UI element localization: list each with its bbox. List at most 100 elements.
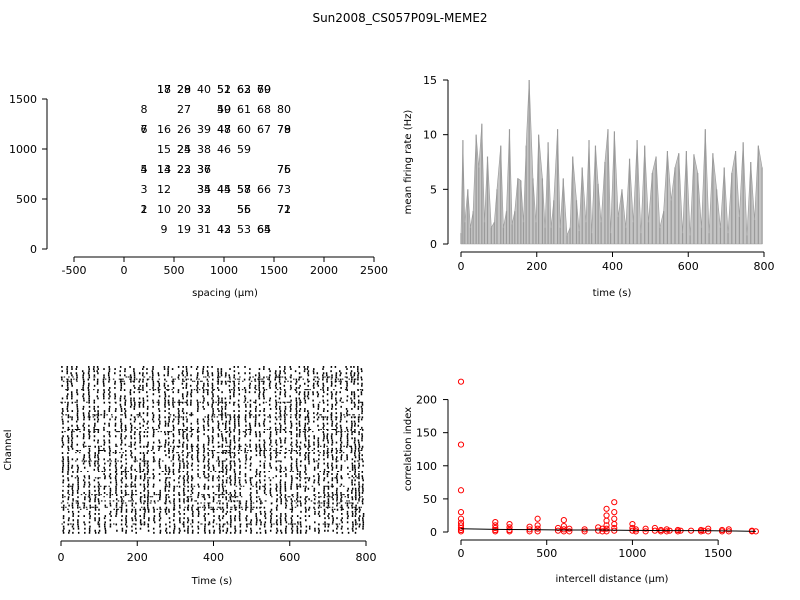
electrode-label: 43 bbox=[217, 223, 231, 236]
y-tick-label: 1500 bbox=[9, 93, 37, 106]
data-point bbox=[611, 499, 618, 506]
data-point bbox=[657, 528, 664, 535]
electrode-label: 27 bbox=[177, 103, 191, 116]
firing-rate-panel: time (s) mean firing rate (Hz) 0 200 400 60… bbox=[403, 74, 775, 299]
electrode-label: 35 bbox=[197, 183, 211, 196]
y-tick-label: 500 bbox=[16, 193, 37, 206]
electrode-label: 6 bbox=[141, 123, 148, 136]
electrode-label: 3 bbox=[141, 183, 148, 196]
x-tick-label: 400 bbox=[203, 551, 224, 564]
data-point bbox=[506, 528, 513, 535]
y-tick-label: 1000 bbox=[9, 143, 37, 156]
data-point bbox=[554, 527, 562, 534]
electrode-label: 17 bbox=[157, 83, 171, 96]
y-tick-label: 0 bbox=[30, 243, 37, 256]
electrode-label: 57 bbox=[237, 183, 251, 196]
data-point bbox=[554, 524, 562, 532]
electrode-label: 20 bbox=[177, 203, 191, 216]
x-tick-label: 800 bbox=[754, 260, 775, 273]
y-tick-label: 15 bbox=[423, 74, 437, 87]
electrode-label: 33 bbox=[197, 203, 211, 216]
y-tick-label: 0 bbox=[430, 526, 437, 539]
electrode-label: 42 bbox=[217, 223, 231, 236]
data-point bbox=[457, 522, 465, 529]
electrode-label: 51 bbox=[217, 83, 231, 96]
electrode-layout-panel: spacing (µm) -500 0 500 1000 1500 2000 2500050… bbox=[9, 83, 388, 299]
data-point bbox=[526, 528, 533, 535]
electrode-label: 71 bbox=[277, 203, 291, 216]
electrode-label: 47 bbox=[217, 123, 231, 136]
data-point bbox=[611, 509, 618, 516]
electrode-label: 52 bbox=[217, 83, 231, 96]
electrode-label: 50 bbox=[217, 103, 231, 116]
data-point bbox=[632, 526, 639, 533]
y-axis-label: mean firing rate (Hz) bbox=[403, 110, 414, 215]
data-point bbox=[611, 515, 618, 522]
data-point bbox=[566, 528, 573, 535]
electrode-label: 32 bbox=[197, 203, 211, 216]
data-point bbox=[629, 520, 636, 528]
electrode-label: 73 bbox=[277, 183, 291, 196]
electrode-label: 68 bbox=[257, 103, 271, 116]
data-point bbox=[534, 515, 541, 522]
data-point bbox=[560, 516, 567, 524]
data-point bbox=[534, 525, 541, 532]
data-point bbox=[492, 518, 499, 526]
electrode-label: 78 bbox=[277, 123, 291, 136]
data-point bbox=[705, 525, 712, 532]
x-tick-label: 0 bbox=[121, 264, 128, 277]
fit-line bbox=[460, 528, 756, 532]
data-point bbox=[663, 528, 670, 535]
data-point bbox=[642, 525, 649, 532]
data-point bbox=[674, 528, 681, 535]
electrode-label: 4 bbox=[141, 163, 148, 176]
electrode-label: 76 bbox=[277, 163, 291, 176]
electrode-label: 26 bbox=[177, 123, 191, 136]
electrode-label: 45 bbox=[217, 183, 231, 196]
y-axis-label: Channel bbox=[3, 429, 14, 470]
electrode-label: 29 bbox=[177, 83, 191, 96]
electrode-label: 14 bbox=[157, 163, 171, 176]
spike-marks bbox=[60, 366, 365, 534]
electrode-label: 56 bbox=[237, 203, 251, 216]
data-point bbox=[603, 528, 610, 535]
electrode-label: 34 bbox=[197, 183, 211, 196]
x-tick-label: 500 bbox=[536, 547, 557, 560]
data-point bbox=[705, 528, 712, 535]
x-tick-label: 2500 bbox=[360, 264, 388, 277]
x-tick-label: 400 bbox=[602, 260, 623, 273]
electrode-label: 65 bbox=[257, 223, 271, 236]
y-tick-label: 10 bbox=[423, 129, 437, 142]
y-axis-label: correlation index bbox=[403, 407, 414, 491]
data-point bbox=[457, 487, 465, 494]
electrode-label: 44 bbox=[217, 183, 231, 196]
data-point bbox=[506, 520, 513, 528]
x-axis-label: time (s) bbox=[593, 288, 632, 299]
x-tick-label: 0 bbox=[458, 547, 465, 560]
electrode-label: 40 bbox=[197, 83, 211, 96]
y-tick-label: 150 bbox=[416, 427, 437, 440]
x-tick-label: 1500 bbox=[260, 264, 288, 277]
data-point bbox=[581, 528, 588, 535]
electrode-label: 46 bbox=[217, 143, 231, 156]
electrode-label: 79 bbox=[277, 123, 291, 136]
y-tick-label: 0 bbox=[430, 238, 437, 251]
electrode-label: 5 bbox=[141, 163, 148, 176]
data-point bbox=[611, 520, 618, 528]
x-axis-label: spacing (µm) bbox=[192, 288, 258, 299]
electrode-label: 37 bbox=[197, 163, 211, 176]
x-tick-label: 500 bbox=[164, 264, 185, 277]
electrode-label: 12 bbox=[157, 183, 171, 196]
electrode-label: 8 bbox=[141, 103, 148, 116]
data-point bbox=[603, 525, 610, 532]
electrode-label: 36 bbox=[197, 163, 211, 176]
electrode-label: 15 bbox=[157, 143, 171, 156]
data-point bbox=[603, 522, 610, 529]
electrode-label: 53 bbox=[237, 223, 251, 236]
electrode-label: 67 bbox=[257, 123, 271, 136]
electrode-label: 55 bbox=[237, 203, 251, 216]
electrode-label: 2 bbox=[141, 203, 148, 216]
electrode-label: 10 bbox=[157, 203, 171, 216]
electrode-label: 19 bbox=[177, 223, 191, 236]
electrode-label: 28 bbox=[177, 83, 191, 96]
